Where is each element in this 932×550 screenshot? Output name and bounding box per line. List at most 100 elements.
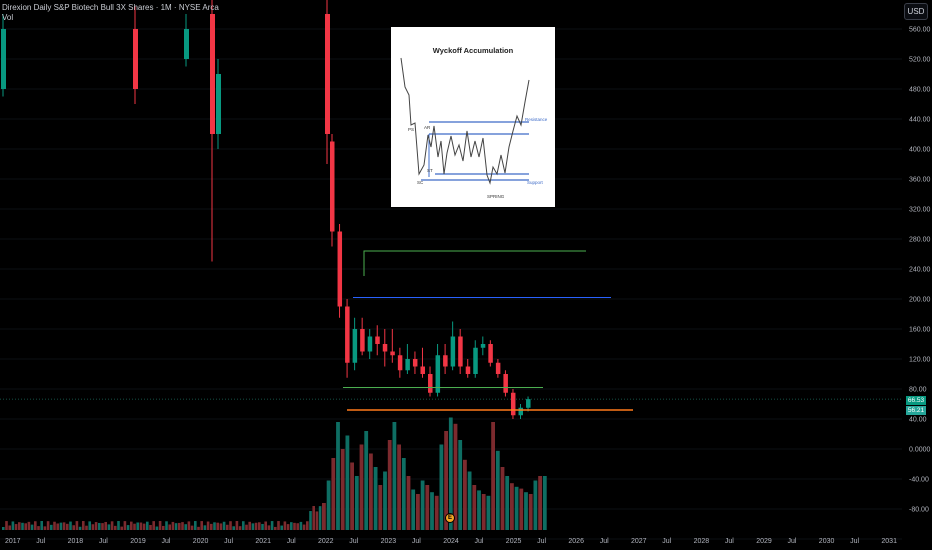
- volume-bar: [354, 476, 359, 530]
- volume-bar: [261, 523, 264, 530]
- label-support: Support: [527, 180, 544, 185]
- inset-title: Wyckoff Accumulation: [432, 46, 514, 55]
- price-tick-label: 480.00: [909, 87, 931, 94]
- time-tick-label: 2023: [381, 538, 397, 545]
- volume-bar: [302, 524, 306, 530]
- volume-bar: [123, 521, 127, 530]
- volume-bar: [149, 525, 152, 530]
- volume-bar: [514, 486, 519, 530]
- volume-bar: [174, 523, 178, 530]
- volume-bar: [66, 523, 69, 530]
- volume-bar: [411, 489, 416, 530]
- candle-body: [382, 344, 388, 352]
- volume-bars: [2, 417, 547, 530]
- price-tick-label: 440.00: [909, 117, 931, 124]
- earnings-marker-icon[interactable]: E: [445, 513, 455, 523]
- volume-bar: [283, 521, 287, 530]
- horizontal-levels[interactable]: [343, 250, 633, 411]
- volume-bar: [226, 524, 229, 530]
- volume-bar: [69, 521, 72, 530]
- candle-body: [325, 14, 330, 134]
- label-resistance: Resistance: [525, 117, 548, 122]
- time-tick-label: 2031: [881, 538, 897, 545]
- volume-bar: [56, 523, 59, 530]
- volume-bar: [264, 521, 267, 530]
- volume-bar: [235, 521, 239, 530]
- volume-bar: [406, 476, 411, 530]
- volume-bar: [27, 521, 31, 530]
- price-candles: [1, 0, 531, 419]
- price-tick-label: 240.00: [909, 267, 931, 274]
- volume-bar: [46, 521, 50, 530]
- candle-body: [412, 359, 418, 367]
- volume-bar: [331, 458, 336, 530]
- price-tick-label: 560.00: [909, 27, 931, 34]
- time-tick-label: 2029: [756, 538, 772, 545]
- time-tick-label: 2017: [5, 538, 21, 545]
- volume-bar: [62, 522, 66, 530]
- volume-bar: [50, 524, 53, 530]
- candle-body: [458, 336, 463, 367]
- volume-bar: [280, 525, 283, 530]
- volume-bar: [5, 521, 8, 530]
- volume-bar: [200, 521, 203, 530]
- volume-bar: [286, 524, 290, 530]
- price-axis[interactable]: 560.00 520.00 480.00 440.00 400.00 360.00 320.…: [909, 27, 931, 514]
- volume-bar: [463, 459, 467, 530]
- candle-body: [503, 374, 508, 393]
- volume-bar: [78, 526, 82, 530]
- volume-bar: [369, 453, 373, 530]
- volume-bar: [486, 495, 491, 530]
- candle-body: [526, 399, 531, 408]
- volume-bar: [481, 494, 486, 530]
- candle-body: [210, 14, 215, 134]
- label-st: ST: [427, 168, 433, 173]
- time-tick-label: 2022: [318, 538, 334, 545]
- candle-body: [405, 359, 410, 371]
- candle-body: [345, 306, 350, 363]
- volume-bar: [359, 444, 364, 530]
- volume-bar: [59, 522, 63, 530]
- time-axis[interactable]: 2017 Jul 2018 Jul 2019 Jul 2020 Jul 2021 Jul 2022 J…: [5, 538, 897, 545]
- volume-bar: [528, 494, 533, 530]
- volume-bar: [120, 526, 123, 530]
- time-tick-label: 2030: [819, 538, 835, 545]
- volume-bar: [392, 422, 397, 530]
- label-spring: SPRING: [487, 194, 505, 199]
- volume-bar: [206, 521, 210, 530]
- price-tick-label: 40.00: [909, 417, 927, 424]
- currency-button[interactable]: USD: [904, 3, 928, 20]
- volume-bar: [190, 525, 194, 530]
- volume-bar: [505, 476, 510, 530]
- volume-bar: [420, 480, 425, 530]
- symbol-legend[interactable]: Direxion Daily S&P Biotech Bull 3X Share…: [2, 2, 219, 23]
- time-tick-label: Jul: [725, 538, 734, 545]
- time-tick-label: 2019: [130, 538, 146, 545]
- volume-bar: [152, 521, 155, 530]
- volume-bar: [434, 495, 439, 530]
- candle-body: [428, 374, 433, 393]
- candle-body: [330, 141, 335, 232]
- candle-body: [133, 29, 138, 89]
- label-ar: AR: [424, 125, 431, 130]
- volume-bar: [242, 521, 245, 530]
- candle-body: [510, 392, 516, 416]
- volume-bar: [290, 522, 293, 530]
- volume-bar: [30, 524, 34, 530]
- candle-body: [397, 355, 403, 371]
- price-tick-label: 80.00: [909, 387, 927, 394]
- volume-bar: [364, 431, 369, 530]
- time-tick-label: 2021: [255, 538, 271, 545]
- symbol-title[interactable]: Direxion Daily S&P Biotech Bull 3X Share…: [2, 3, 219, 12]
- time-tick-label: Jul: [600, 538, 609, 545]
- volume-bar: [350, 462, 354, 530]
- volume-bar: [425, 485, 430, 530]
- volume-bar: [197, 526, 200, 530]
- time-tick-label: 2020: [193, 538, 209, 545]
- volume-bar: [299, 521, 303, 530]
- volume-bar: [229, 521, 232, 530]
- volume-bar: [158, 521, 162, 530]
- volume-bar: [270, 521, 274, 530]
